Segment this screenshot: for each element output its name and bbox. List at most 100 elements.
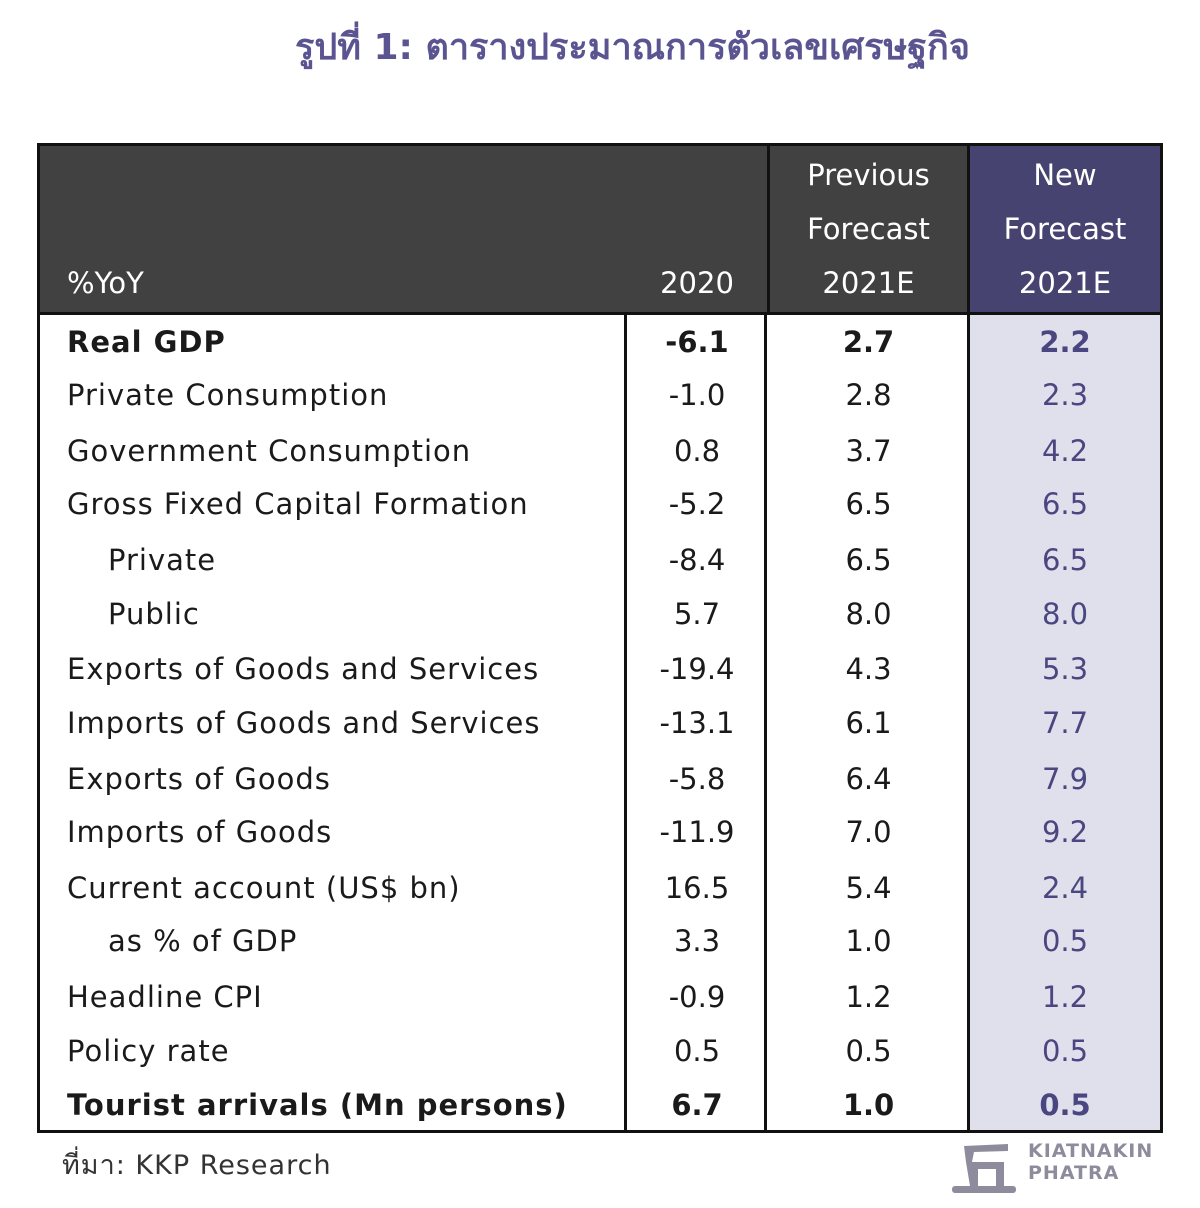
header-new-line2: Forecast — [1003, 212, 1127, 246]
kiatnakin-phatra-logo: KIATNAKIN PHATRA — [950, 1140, 1170, 1200]
header-prev-line2: Forecast — [807, 212, 930, 246]
page-title: รูปที่ 1: ตารางประมาณการตัวเลขเศรษฐกิจ — [295, 27, 970, 68]
header-new-forecast: New Forecast 2021E — [967, 146, 1160, 312]
value-previous-forecast: 6.4 — [845, 762, 892, 796]
table-row: Policy rate 0.5 0.5 0.5 — [40, 1024, 1160, 1078]
table-row: Private Consumption -1.0 2.8 2.3 — [40, 368, 1160, 422]
value-2020: -6.1 — [665, 325, 729, 359]
value-previous-forecast: 7.0 — [845, 815, 892, 849]
value-2020: -0.9 — [668, 980, 726, 1014]
value-new-forecast: 7.9 — [1041, 762, 1089, 796]
header-label-cell: %YoY — [40, 146, 627, 312]
row-label: Real GDP — [67, 325, 226, 359]
row-label: as % of GDP — [108, 924, 298, 958]
value-2020: -11.9 — [659, 815, 735, 849]
value-new-forecast: 9.2 — [1041, 815, 1089, 849]
value-new-forecast: 8.0 — [1041, 597, 1089, 631]
value-previous-forecast: 6.5 — [845, 487, 892, 521]
value-2020: 3.3 — [673, 924, 721, 958]
value-previous-forecast: 2.7 — [842, 325, 895, 359]
table-row: Headline CPI -0.9 1.2 1.2 — [40, 970, 1160, 1024]
row-label: Imports of Goods and Services — [67, 706, 541, 740]
row-label: Headline CPI — [67, 980, 263, 1014]
value-2020: 0.5 — [673, 1034, 721, 1068]
value-new-forecast: 0.5 — [1041, 924, 1089, 958]
value-new-forecast: 1.2 — [1041, 980, 1089, 1014]
header-previous-forecast: Previous Forecast 2021E — [767, 146, 967, 312]
value-previous-forecast: 1.0 — [845, 924, 892, 958]
value-2020: -19.4 — [659, 652, 735, 686]
header-2020-label: 2020 — [660, 266, 734, 300]
value-new-forecast: 2.2 — [1039, 325, 1091, 359]
value-new-forecast: 4.2 — [1041, 434, 1089, 468]
row-label: Private Consumption — [67, 378, 389, 412]
table-row: Imports of Goods and Services -13.1 6.1 7.7 — [40, 696, 1160, 750]
column-divider — [624, 315, 627, 1130]
value-new-forecast: 5.3 — [1041, 652, 1089, 686]
value-previous-forecast: 2.8 — [845, 378, 892, 412]
table-row: Gross Fixed Capital Formation -5.2 6.5 6.5 — [40, 477, 1160, 531]
value-new-forecast: 0.5 — [1039, 1088, 1091, 1122]
value-2020: -5.8 — [668, 762, 726, 796]
value-2020: -5.2 — [668, 487, 726, 521]
value-2020: -8.4 — [668, 543, 726, 577]
header-2020: 2020 — [627, 146, 767, 312]
value-2020: -1.0 — [668, 378, 726, 412]
value-previous-forecast: 4.3 — [845, 652, 892, 686]
header-new-line3: 2021E — [1018, 266, 1112, 300]
column-divider — [764, 315, 767, 1130]
row-label: Public — [108, 597, 200, 631]
row-label: Government Consumption — [67, 434, 472, 468]
row-label: Current account (US$ bn) — [67, 871, 461, 905]
value-previous-forecast: 1.0 — [842, 1088, 895, 1122]
value-previous-forecast: 0.5 — [845, 1034, 892, 1068]
value-2020: 6.7 — [671, 1088, 723, 1122]
value-new-forecast: 6.5 — [1041, 543, 1089, 577]
header-prev-line3: 2021E — [822, 266, 915, 300]
table-row: Real GDP -6.1 2.7 2.2 — [40, 315, 1160, 369]
logo-text: KIATNAKIN PHATRA — [1028, 1140, 1153, 1184]
table-row: Public 5.7 8.0 8.0 — [40, 587, 1160, 641]
table-row: Imports of Goods -11.9 7.0 9.2 — [40, 805, 1160, 859]
table-row: as % of GDP 3.3 1.0 0.5 — [40, 914, 1160, 968]
value-previous-forecast: 3.7 — [845, 434, 892, 468]
header-yoy-label: %YoY — [67, 266, 144, 300]
value-previous-forecast: 5.4 — [845, 871, 892, 905]
row-label: Exports of Goods — [67, 762, 331, 796]
value-2020: 5.7 — [673, 597, 721, 631]
value-previous-forecast: 6.1 — [845, 706, 892, 740]
value-previous-forecast: 1.2 — [845, 980, 892, 1014]
header-new-line1: New — [1033, 158, 1097, 192]
value-new-forecast: 2.3 — [1041, 378, 1089, 412]
value-2020: -13.1 — [659, 706, 735, 740]
value-previous-forecast: 8.0 — [845, 597, 892, 631]
table-header: %YoY 2020 Previous Forecast 2021E New Fo… — [40, 146, 1160, 315]
logo-line1: KIATNAKIN — [1028, 1140, 1154, 1162]
value-new-forecast: 7.7 — [1041, 706, 1089, 740]
forecast-table: %YoY 2020 Previous Forecast 2021E New Fo… — [37, 143, 1163, 1133]
table-row: Exports of Goods and Services -19.4 4.3 5.3 — [40, 642, 1160, 696]
logo-line2: PHATRA — [1028, 1162, 1120, 1184]
row-label: Private — [108, 543, 217, 577]
value-new-forecast: 2.4 — [1041, 871, 1089, 905]
new-forecast-column-bg — [967, 315, 1160, 1130]
value-2020: 0.8 — [673, 434, 721, 468]
table-row: Exports of Goods -5.8 6.4 7.9 — [40, 752, 1160, 806]
table-body: Real GDP -6.1 2.7 2.2 Private Consumption -1.… — [40, 315, 1160, 1130]
value-previous-forecast: 6.5 — [845, 543, 892, 577]
header-prev-line1: Previous — [807, 158, 930, 192]
table-row: Current account (US$ bn) 16.5 5.4 2.4 — [40, 861, 1160, 915]
table-row: Government Consumption 0.8 3.7 4.2 — [40, 424, 1160, 478]
table-row: Private -8.4 6.5 6.5 — [40, 533, 1160, 587]
value-2020: 16.5 — [664, 871, 730, 905]
row-label: Gross Fixed Capital Formation — [67, 487, 529, 521]
row-label: Imports of Goods — [67, 815, 333, 849]
value-new-forecast: 0.5 — [1041, 1034, 1089, 1068]
source-note: ที่มา: KKP Research — [62, 1150, 332, 1181]
value-new-forecast: 6.5 — [1041, 487, 1089, 521]
kkp-logo-icon — [952, 1144, 1016, 1193]
row-label: Policy rate — [67, 1034, 230, 1068]
table-row: Tourist arrivals (Mn persons) 6.7 1.0 0.5 — [40, 1078, 1160, 1132]
row-label: Tourist arrivals (Mn persons) — [67, 1088, 568, 1122]
row-label: Exports of Goods and Services — [67, 652, 540, 686]
